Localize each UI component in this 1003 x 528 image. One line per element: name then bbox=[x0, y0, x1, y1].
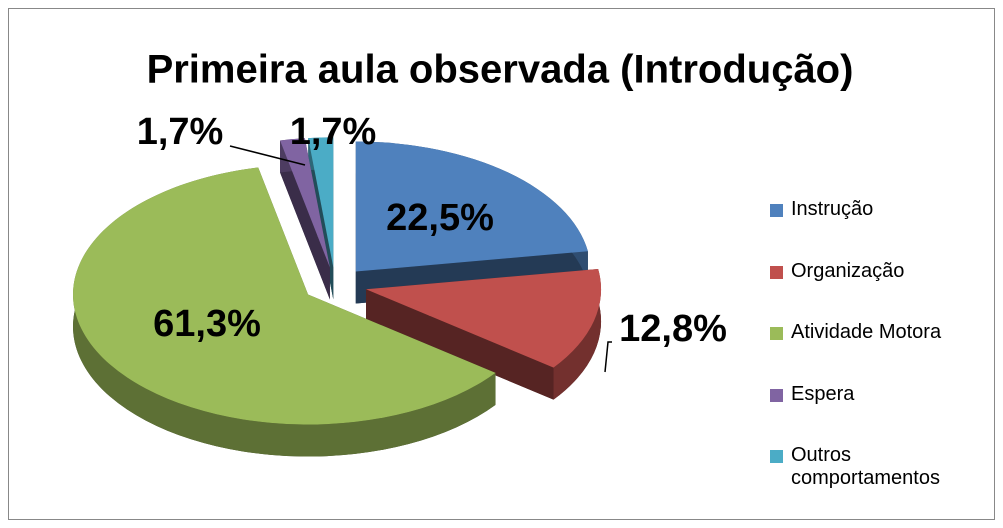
slice-top bbox=[73, 167, 496, 425]
legend-label: Atividade Motora bbox=[791, 321, 942, 343]
slice bbox=[366, 268, 602, 400]
slice-top bbox=[366, 268, 602, 368]
slice-top bbox=[308, 137, 334, 268]
legend-item: Atividade Motora bbox=[770, 321, 970, 383]
legend-item: Instrução bbox=[770, 198, 970, 260]
data-label: 1,7% bbox=[137, 111, 224, 153]
slice-wall bbox=[73, 167, 496, 457]
slice bbox=[73, 167, 496, 457]
legend-label: Outros comportamentos bbox=[791, 444, 940, 489]
slice-wall bbox=[553, 268, 602, 400]
slice bbox=[280, 138, 330, 300]
legend-swatch bbox=[770, 388, 783, 402]
data-label: 1,7% bbox=[290, 111, 377, 153]
legend-item: Organização bbox=[770, 260, 970, 322]
leader-line bbox=[604, 341, 612, 373]
slice-side bbox=[280, 140, 330, 300]
legend-swatch bbox=[770, 204, 783, 217]
legend-swatch bbox=[770, 450, 783, 463]
legend-item: Espera bbox=[770, 383, 970, 445]
data-label: 22,5% bbox=[386, 197, 494, 239]
chart-title: Primeira aula observada (Introdução) bbox=[147, 48, 854, 92]
legend-label: Espera bbox=[791, 382, 855, 405]
data-label: 61,3% bbox=[153, 303, 261, 345]
legend-label: Organização bbox=[791, 259, 905, 282]
legend-swatch bbox=[770, 327, 783, 340]
slice-top bbox=[280, 138, 330, 268]
legend-item: Outros comportamentos bbox=[770, 444, 970, 506]
leader-line bbox=[229, 145, 306, 166]
slice-top bbox=[355, 141, 588, 272]
slice-side bbox=[366, 289, 554, 400]
legend-swatch bbox=[770, 265, 783, 279]
legend: Instrução Organização Atividade Motora Espe… bbox=[770, 198, 970, 506]
data-label: 12,8% bbox=[619, 308, 727, 350]
legend-label: Instrução bbox=[791, 198, 874, 220]
